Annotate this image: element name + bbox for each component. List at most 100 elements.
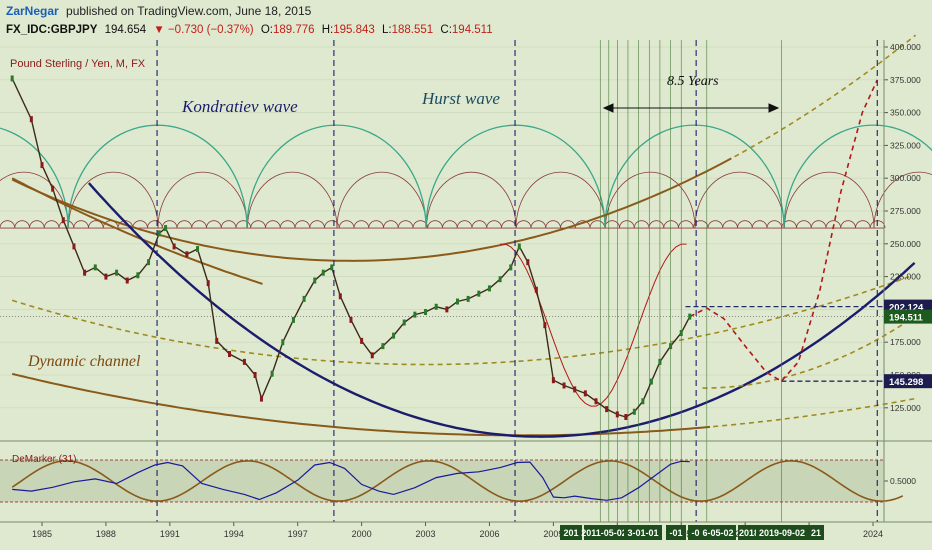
last-price: 194.654 bbox=[105, 24, 147, 36]
hurst-medium-arc bbox=[515, 171, 606, 229]
hurst-small-arc bbox=[324, 220, 340, 229]
date-label-text: 21 bbox=[811, 528, 821, 538]
hurst-small-arc bbox=[442, 220, 458, 229]
x-tick-label: 2006 bbox=[479, 529, 499, 539]
hurst-small-arc bbox=[737, 220, 753, 229]
hurst-small-arc bbox=[353, 220, 370, 229]
indicator-tick-label: 0.5000 bbox=[890, 476, 916, 486]
years-label: 8.5 Years bbox=[667, 74, 719, 89]
high-value: 195.843 bbox=[333, 24, 375, 36]
price-candle bbox=[632, 408, 636, 415]
hurst-small-arc bbox=[132, 220, 148, 229]
y-tick-label: 375.000 bbox=[890, 75, 921, 85]
hurst-small-arc bbox=[338, 220, 355, 229]
date-label-text: 3-01-01 bbox=[627, 528, 658, 538]
hurst-small-arc bbox=[486, 220, 502, 229]
channel-upper-dashed bbox=[734, 34, 917, 158]
hurst-small-arc bbox=[589, 220, 606, 229]
date-label-box bbox=[584, 525, 624, 540]
price-candle bbox=[253, 372, 257, 378]
hurst-medium-arc bbox=[336, 171, 427, 229]
hurst-small-arc bbox=[383, 220, 399, 229]
kondratiev-curve bbox=[88, 182, 916, 438]
price-candle bbox=[10, 75, 14, 82]
hurst-cycle-arcs bbox=[0, 124, 932, 229]
hurst-small-arc bbox=[781, 220, 797, 229]
price-candle bbox=[669, 343, 673, 350]
price-candle bbox=[641, 398, 645, 405]
right-axis-bg bbox=[884, 40, 932, 522]
hurst-large-arc bbox=[0, 127, 69, 229]
dynamic-channel-label: Dynamic channel bbox=[27, 353, 141, 370]
y-tick-label: 225.000 bbox=[890, 272, 921, 282]
hurst-small-arc bbox=[796, 220, 812, 229]
price-candle bbox=[583, 390, 587, 397]
channel-lower-dashed bbox=[713, 397, 916, 428]
date-label-box bbox=[756, 525, 808, 540]
hurst-small-arc bbox=[294, 220, 311, 229]
price-candle bbox=[562, 382, 566, 389]
price-candle bbox=[360, 337, 364, 344]
hurst-small-arc bbox=[471, 220, 488, 229]
grid-lines bbox=[0, 46, 884, 409]
y-tick-label: 275.000 bbox=[890, 206, 921, 216]
price-candle bbox=[270, 370, 274, 377]
hurst-small-arc bbox=[397, 220, 414, 229]
price-candle bbox=[381, 343, 385, 350]
hurst-medium-arc bbox=[694, 171, 785, 229]
hurst-medium-arc bbox=[68, 171, 159, 229]
date-label-box bbox=[560, 525, 582, 540]
hurst-small-arc bbox=[368, 220, 384, 229]
price-candle bbox=[370, 352, 374, 359]
hurst-small-arc bbox=[43, 220, 60, 229]
price-candle bbox=[185, 251, 189, 258]
hurst-small-arc bbox=[530, 220, 547, 229]
price-candle bbox=[456, 298, 459, 305]
x-tick-label: 1991 bbox=[160, 529, 180, 539]
price-candle bbox=[115, 269, 119, 276]
price-candle bbox=[72, 243, 76, 250]
price-candle bbox=[615, 411, 619, 418]
x-tick-label: 2003 bbox=[416, 529, 436, 539]
demarker-band bbox=[0, 460, 884, 502]
price-candle bbox=[125, 277, 129, 284]
y-tick-label: 125.000 bbox=[890, 403, 921, 413]
hurst-small-arc bbox=[147, 220, 163, 229]
price-candle bbox=[498, 276, 502, 283]
price-candle bbox=[338, 293, 342, 300]
hurst-small-arc bbox=[412, 220, 429, 229]
y-tick-label: 300.000 bbox=[890, 173, 921, 183]
date-label-box bbox=[700, 525, 736, 540]
hurst-small-arc bbox=[250, 220, 266, 229]
hurst-small-arc bbox=[309, 220, 325, 229]
hurst-small-arc bbox=[825, 220, 842, 229]
hurst-large-arc bbox=[246, 124, 427, 229]
date-label-text: 2018 bbox=[739, 528, 759, 538]
price-candle bbox=[164, 225, 168, 232]
y-tick-label: 175.000 bbox=[890, 337, 921, 347]
hurst-medium-arc bbox=[873, 171, 932, 229]
price-label-box bbox=[884, 309, 932, 324]
price-candle bbox=[434, 303, 438, 310]
price-candle bbox=[196, 246, 200, 253]
hurst-small-arc bbox=[14, 220, 30, 229]
svg-text:ZarNegar published on Trad: ZarNegar published on TradingView.com, J… bbox=[6, 4, 312, 18]
hurst-small-arc bbox=[456, 220, 473, 229]
author-link[interactable]: ZarNegar bbox=[6, 4, 59, 18]
symbol-text: FX_IDC:GBPJPY bbox=[6, 24, 98, 36]
x-tick-label: 1988 bbox=[96, 529, 116, 539]
high-label: H: bbox=[322, 24, 334, 36]
channel-steep-dashed bbox=[702, 322, 906, 389]
hurst-small-arc bbox=[427, 220, 443, 229]
price-candle bbox=[688, 313, 692, 320]
price-candle bbox=[29, 116, 33, 123]
date-label-box bbox=[738, 525, 760, 540]
price-candle bbox=[215, 337, 219, 344]
price-candle bbox=[93, 264, 97, 271]
hurst-small-arc bbox=[58, 220, 75, 229]
price-candle bbox=[313, 277, 317, 284]
hurst-small-arc bbox=[191, 220, 207, 229]
date-label-text: 2011-05-02 bbox=[581, 528, 627, 538]
hurst-small-arc bbox=[855, 220, 871, 229]
price-candle bbox=[392, 332, 396, 339]
